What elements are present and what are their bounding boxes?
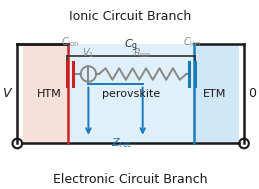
Text: $C_\mathrm{g}$: $C_\mathrm{g}$ [124, 37, 138, 54]
Bar [194, 44, 239, 143]
Bar [23, 44, 68, 143]
Text: ETM: ETM [203, 89, 226, 99]
Text: $V$: $V$ [2, 87, 13, 100]
Text: $C_\mathrm{ion}$: $C_\mathrm{ion}$ [183, 35, 202, 49]
Text: HTM: HTM [37, 89, 62, 99]
Bar [68, 44, 194, 143]
Text: $0$: $0$ [248, 87, 257, 100]
Text: $Z_\mathrm{rec}$: $Z_\mathrm{rec}$ [111, 136, 132, 149]
Text: $R_\mathrm{ion}$: $R_\mathrm{ion}$ [133, 46, 152, 60]
Text: Electronic Circuit Branch: Electronic Circuit Branch [53, 173, 207, 186]
Text: Ionic Circuit Branch: Ionic Circuit Branch [69, 10, 191, 23]
Text: perovskite: perovskite [102, 89, 160, 99]
Text: $V_1$: $V_1$ [82, 46, 95, 60]
Text: $C_\mathrm{ion}$: $C_\mathrm{ion}$ [61, 35, 80, 49]
